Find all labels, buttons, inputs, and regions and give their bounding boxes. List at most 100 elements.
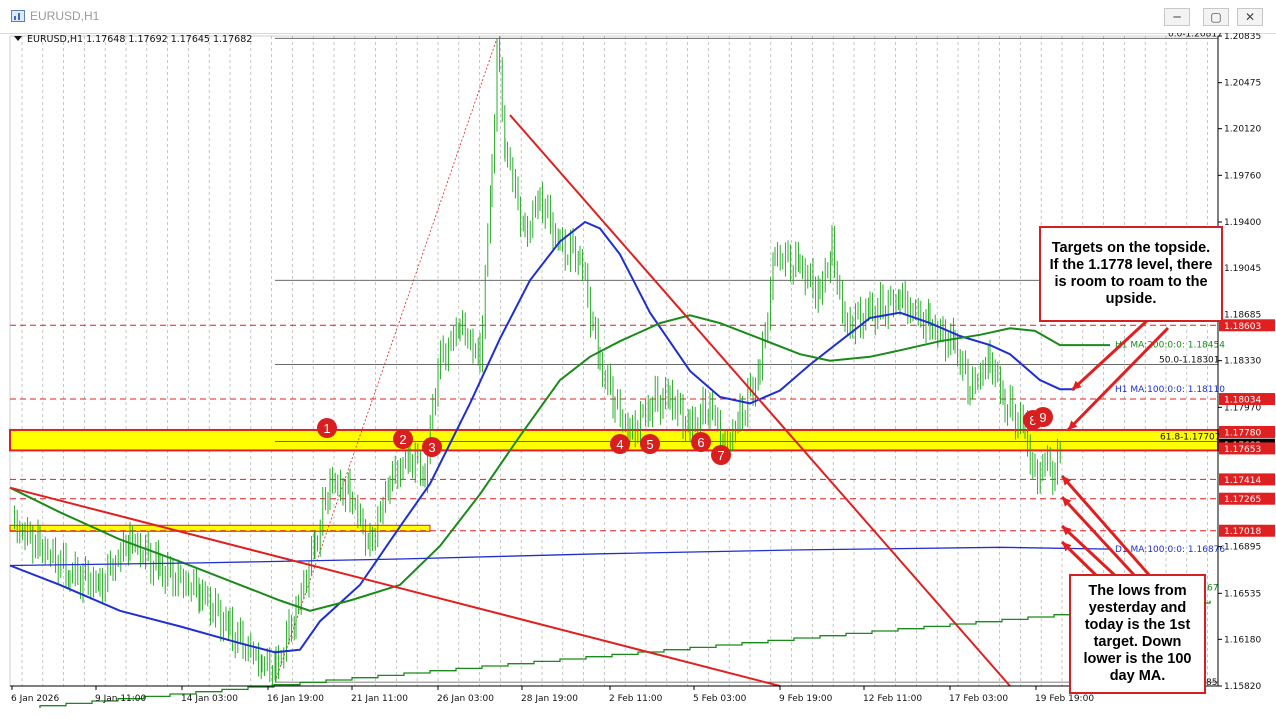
time-tick-label: 5 Feb 03:00 xyxy=(693,694,747,704)
price-tick-label: 1.19045 xyxy=(1224,264,1261,274)
price-tag xyxy=(1219,524,1275,537)
time-tick-label: 28 Jan 19:00 xyxy=(521,694,578,704)
d1-ma100-label: D1 MA:100:0:0: 1.16876 xyxy=(1115,545,1225,555)
dropdown-triangle-icon[interactable] xyxy=(14,36,22,41)
h1-ma100-label: H1 MA:100:0:0: 1.18110 xyxy=(1115,385,1225,395)
swing-marker-6 xyxy=(691,432,711,452)
arrow-to-1.1778 xyxy=(1066,326,1170,432)
price-tag-label: 1.17265 xyxy=(1224,495,1261,505)
daily-ma-stepped-line xyxy=(39,600,1211,708)
price-tick-label: 1.20120 xyxy=(1224,125,1261,135)
support-zone-mid-jan xyxy=(9,524,431,532)
time-tick-label: 6 Jan 2026 xyxy=(11,694,59,704)
fib-label-61.8: 61.8-1.17707 xyxy=(1160,432,1221,442)
swing-marker-label-8: 8 xyxy=(1029,413,1036,428)
time-tick-label: 2 Feb 11:00 xyxy=(609,694,663,704)
swing-marker-label-1: 1 xyxy=(323,421,330,436)
time-tick-label: 21 Jan 11:00 xyxy=(351,694,408,704)
axes: 1.20835 1.20475 1.20120 1.19760 1.19400 1.190… xyxy=(10,33,1275,704)
horizontal-levels xyxy=(10,324,1218,532)
arrow-to-h1-ma100 xyxy=(1070,316,1152,392)
swing-marker-label-2: 2 xyxy=(399,432,406,447)
fib-label-0: 0.0-1.20817 xyxy=(1168,33,1223,39)
price-tag xyxy=(1219,492,1275,505)
time-tick-label: 19 Feb 19:00 xyxy=(1035,694,1094,704)
close-button[interactable]: ✕ xyxy=(1237,8,1263,26)
swing-marker-5 xyxy=(640,434,660,454)
time-tick-label: 14 Jan 03:00 xyxy=(181,694,238,704)
price-candles xyxy=(14,36,1061,688)
fib-label-50: 50.0-1.18301 xyxy=(1159,355,1220,365)
h1-ma200-line xyxy=(9,314,1110,612)
price-tick-label: 1.18685 xyxy=(1224,311,1261,321)
arrow-to-1.17018-head xyxy=(1062,526,1072,536)
swing-marker-9 xyxy=(1033,407,1053,427)
arrow-to-d1-ma100-head xyxy=(1062,542,1072,552)
price-tick-label: 1.15820 xyxy=(1224,682,1261,692)
price-tag-label: 1.17018 xyxy=(1224,527,1261,537)
swing-marker-label-3: 3 xyxy=(428,440,435,455)
callout-topside-text: Targets on the topside. If the 1.1778 le… xyxy=(1049,240,1213,307)
arrow-to-1.17265-head xyxy=(1062,497,1072,507)
price-tick-label: 1.16180 xyxy=(1224,635,1261,645)
price-tag xyxy=(1219,442,1275,455)
time-tick-label: 17 Feb 03:00 xyxy=(949,694,1008,704)
time-tick-label: 9 Jan 11:00 xyxy=(95,694,147,704)
price-tick-label: 1.16895 xyxy=(1224,543,1261,553)
time-tick-label: 26 Jan 03:00 xyxy=(437,694,494,704)
swing-markers: 123 4 5 678 9 xyxy=(317,407,1053,465)
swing-marker-label-9: 9 xyxy=(1039,410,1046,425)
arrow-to-1.1778-head xyxy=(1068,420,1078,430)
swing-marker-label-4: 4 xyxy=(616,437,623,452)
chart-window-icon xyxy=(11,10,25,22)
price-tag xyxy=(1219,425,1275,438)
swing-marker-1 xyxy=(317,418,337,438)
swing-marker-2 xyxy=(393,429,413,449)
trend-lines xyxy=(9,114,1011,687)
symbol-info: EURUSD,H1 1.17648 1.17692 1.17645 1.1768… xyxy=(14,34,252,45)
daily-ma-label-partial: 67 xyxy=(1207,583,1218,593)
fib-label-85: 85 xyxy=(1206,678,1217,688)
swing-marker-4 xyxy=(610,434,630,454)
price-chart[interactable]: 0.0-1.20817 50.0-1.18301 61.8-1.17707 85 H1… xyxy=(0,33,1276,719)
price-tag xyxy=(1219,393,1275,406)
window-title: EURUSD,H1 xyxy=(30,9,100,23)
swing-marker-label-5: 5 xyxy=(646,437,653,452)
price-tag-label: 1.17653 xyxy=(1224,445,1261,455)
arrow-to-1.17414 xyxy=(1060,475,1167,594)
callout-downside-targets: The lows from yesterday and today is the… xyxy=(1069,574,1206,694)
time-tick-label: 16 Jan 19:00 xyxy=(267,694,324,704)
arrow-to-h1-ma100-head xyxy=(1072,380,1082,390)
price-tick-label: 1.18330 xyxy=(1224,357,1261,367)
price-tick-label: 1.19760 xyxy=(1224,171,1261,181)
price-tag xyxy=(1219,319,1275,332)
price-tag-label: 1.18603 xyxy=(1224,322,1261,332)
h1-ma100-line xyxy=(9,220,1075,654)
symbol-quote: EURUSD,H1 1.17648 1.17692 1.17645 1.1768… xyxy=(27,34,253,45)
swing-marker-3 xyxy=(422,437,442,457)
callout-downside-text: The lows from yesterday and today is the… xyxy=(1083,583,1192,684)
time-tick-label: 9 Feb 19:00 xyxy=(779,694,833,704)
maximize-button[interactable]: ▢ xyxy=(1203,8,1229,26)
moving-averages: H1 MA:200:0:0: 1.18454 H1 MA:100:0:0: 1.1… xyxy=(9,220,1225,708)
trendline-down-from-jan xyxy=(9,486,781,687)
price-tick-label: 1.20835 xyxy=(1224,33,1261,42)
arrow-to-1.17414-head xyxy=(1062,476,1072,486)
swing-marker-7 xyxy=(711,445,731,465)
d1-ma100-line xyxy=(9,546,1111,567)
swing-marker-label-6: 6 xyxy=(697,435,704,450)
price-tag-label: 1.17780 xyxy=(1224,428,1261,438)
price-tick-label: 1.16535 xyxy=(1224,589,1261,599)
price-tick-label: 1.17970 xyxy=(1224,403,1261,413)
price-tick-label: 1.19400 xyxy=(1224,218,1261,228)
h1-ma200-label: H1 MA:200:0:0: 1.18454 xyxy=(1115,341,1225,351)
price-tag-label: 1.18034 xyxy=(1224,396,1261,406)
swing-marker-label-7: 7 xyxy=(717,448,724,463)
price-tag-label: 1.17414 xyxy=(1224,476,1261,486)
price-tag xyxy=(1219,473,1275,486)
callout-topside-targets: Targets on the topside. If the 1.1778 le… xyxy=(1039,226,1223,322)
price-tick-label: 1.20475 xyxy=(1224,79,1261,89)
minimize-button[interactable]: ─ xyxy=(1164,8,1190,26)
trendline-down-from-high xyxy=(509,114,1011,687)
